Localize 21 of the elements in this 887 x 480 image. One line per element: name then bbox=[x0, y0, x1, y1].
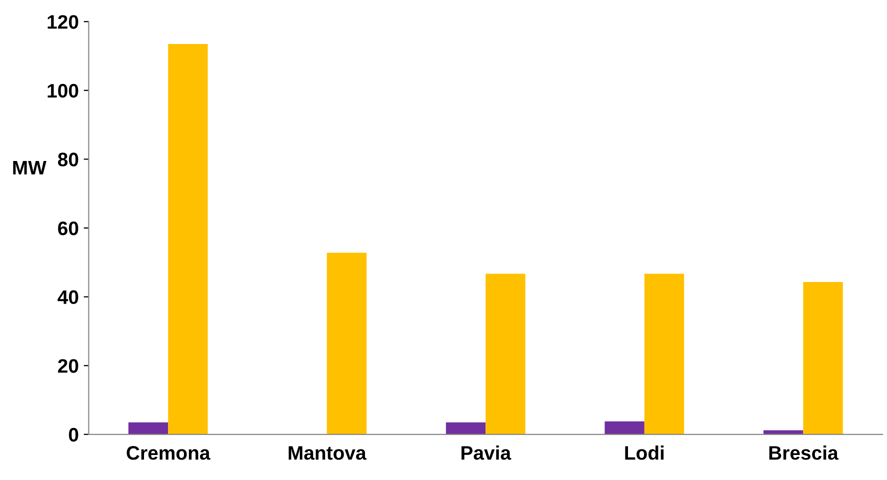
y-tick-label: 0 bbox=[68, 428, 78, 442]
bar bbox=[446, 422, 486, 434]
bar bbox=[486, 274, 526, 434]
x-tick-label: Pavia bbox=[462, 446, 512, 460]
y-tick-label: 80 bbox=[58, 152, 78, 166]
bar bbox=[604, 421, 644, 434]
bar bbox=[128, 422, 168, 434]
y-tick-label: 20 bbox=[58, 359, 78, 373]
y-tick-label: 120 bbox=[48, 15, 78, 29]
y-tick-label: 100 bbox=[48, 84, 78, 98]
y-tick-label: 60 bbox=[58, 221, 78, 236]
bar bbox=[803, 282, 843, 434]
x-tick-label: Mantova bbox=[288, 446, 366, 460]
x-tick-label: Cremona bbox=[126, 446, 210, 460]
y-axis-title: MW bbox=[13, 161, 46, 174]
x-tick-label: Brescia bbox=[769, 446, 838, 460]
bar bbox=[168, 44, 208, 434]
y-tick-label: 40 bbox=[58, 290, 78, 304]
bar bbox=[326, 252, 367, 434]
bar bbox=[644, 274, 684, 434]
x-tick-label: Lodi bbox=[625, 446, 664, 460]
